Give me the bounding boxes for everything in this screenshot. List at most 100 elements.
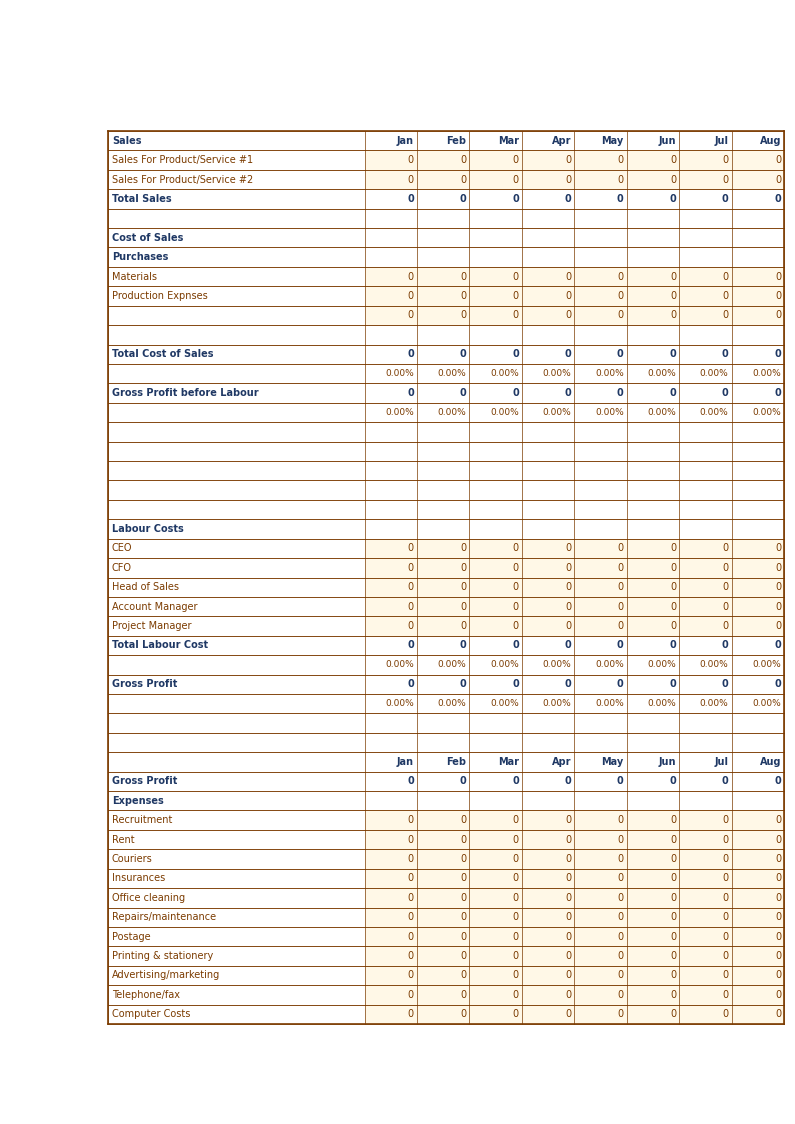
Text: 0: 0: [774, 388, 781, 398]
Bar: [626, 830, 679, 850]
Text: 0: 0: [408, 582, 414, 592]
Bar: [469, 559, 522, 578]
Text: 0: 0: [723, 854, 728, 864]
Bar: [574, 306, 626, 325]
Bar: [365, 559, 417, 578]
Text: 0: 0: [513, 601, 519, 611]
Bar: [679, 266, 731, 287]
Text: 0.00%: 0.00%: [438, 408, 467, 417]
Text: 0: 0: [618, 1009, 624, 1019]
Bar: [365, 287, 417, 306]
Bar: [679, 830, 731, 850]
Text: 0: 0: [617, 388, 624, 398]
Text: 0: 0: [670, 1009, 676, 1019]
Bar: [365, 597, 417, 616]
Bar: [469, 850, 522, 869]
Text: 0: 0: [617, 777, 624, 787]
Bar: [679, 170, 731, 189]
Text: 0: 0: [513, 913, 519, 922]
Text: 0: 0: [669, 641, 676, 651]
Text: 0: 0: [408, 892, 414, 903]
Text: 0: 0: [723, 310, 728, 320]
Text: Total Labour Cost: Total Labour Cost: [112, 641, 208, 651]
Text: 0: 0: [513, 310, 519, 320]
Text: 0: 0: [408, 272, 414, 282]
Text: 0.00%: 0.00%: [752, 408, 781, 417]
Text: 0.00%: 0.00%: [647, 699, 676, 708]
Text: 0: 0: [460, 777, 467, 787]
Bar: [469, 151, 522, 170]
Text: 0.00%: 0.00%: [386, 699, 414, 708]
Text: 0: 0: [775, 582, 781, 592]
Bar: [626, 616, 679, 636]
Text: Jul: Jul: [715, 756, 728, 767]
Text: 0: 0: [723, 582, 728, 592]
Bar: [574, 616, 626, 636]
Text: 0: 0: [670, 582, 676, 592]
Bar: [469, 538, 522, 559]
Bar: [574, 287, 626, 306]
Text: 0: 0: [775, 1009, 781, 1019]
Bar: [574, 266, 626, 287]
Text: 0.00%: 0.00%: [542, 699, 572, 708]
Text: 0: 0: [775, 155, 781, 165]
Text: 0: 0: [669, 679, 676, 689]
Text: 0: 0: [565, 563, 572, 573]
Text: 0: 0: [775, 873, 781, 883]
Text: 0.00%: 0.00%: [542, 408, 572, 417]
Text: 0: 0: [723, 601, 728, 611]
Text: Apr: Apr: [552, 756, 572, 767]
Text: 0: 0: [407, 679, 414, 689]
Text: 0: 0: [513, 873, 519, 883]
Text: Production Expnses: Production Expnses: [112, 291, 207, 301]
Text: 0: 0: [512, 777, 519, 787]
Bar: [574, 578, 626, 597]
Text: 0: 0: [670, 622, 676, 631]
Bar: [522, 151, 574, 170]
Text: 0: 0: [670, 892, 676, 903]
Bar: [365, 946, 417, 966]
Bar: [731, 151, 784, 170]
Text: 0: 0: [460, 601, 467, 611]
Text: 0: 0: [774, 194, 781, 203]
Text: 0.00%: 0.00%: [752, 369, 781, 378]
Bar: [417, 985, 469, 1005]
Bar: [522, 888, 574, 907]
Text: Sales For Product/Service #1: Sales For Product/Service #1: [112, 155, 253, 165]
Text: 0: 0: [513, 892, 519, 903]
Bar: [417, 266, 469, 287]
Bar: [469, 616, 522, 636]
Text: 0: 0: [723, 622, 728, 631]
Text: 0: 0: [774, 777, 781, 787]
Text: 0.00%: 0.00%: [595, 699, 624, 708]
Text: 0: 0: [723, 873, 728, 883]
Text: CEO: CEO: [112, 543, 133, 553]
Bar: [108, 850, 365, 869]
Bar: [731, 830, 784, 850]
Text: 0: 0: [408, 932, 414, 942]
Bar: [469, 966, 522, 985]
Bar: [365, 306, 417, 325]
Text: 0: 0: [669, 777, 676, 787]
Text: 0: 0: [408, 543, 414, 553]
Text: 0: 0: [565, 1009, 572, 1019]
Bar: [522, 1005, 574, 1024]
Bar: [108, 1005, 365, 1024]
Text: 0: 0: [460, 835, 467, 844]
Text: 0: 0: [460, 970, 467, 980]
Bar: [522, 616, 574, 636]
Text: 0: 0: [618, 815, 624, 825]
Bar: [731, 869, 784, 888]
Bar: [417, 616, 469, 636]
Text: 0: 0: [460, 543, 467, 553]
Text: 0: 0: [618, 291, 624, 301]
Text: 0: 0: [618, 155, 624, 165]
Bar: [731, 559, 784, 578]
Text: 0: 0: [408, 1009, 414, 1019]
Text: Jan: Jan: [397, 756, 414, 767]
Bar: [365, 616, 417, 636]
Text: 0: 0: [513, 272, 519, 282]
Text: 0: 0: [408, 990, 414, 1000]
Text: 0: 0: [774, 350, 781, 360]
Bar: [626, 927, 679, 946]
